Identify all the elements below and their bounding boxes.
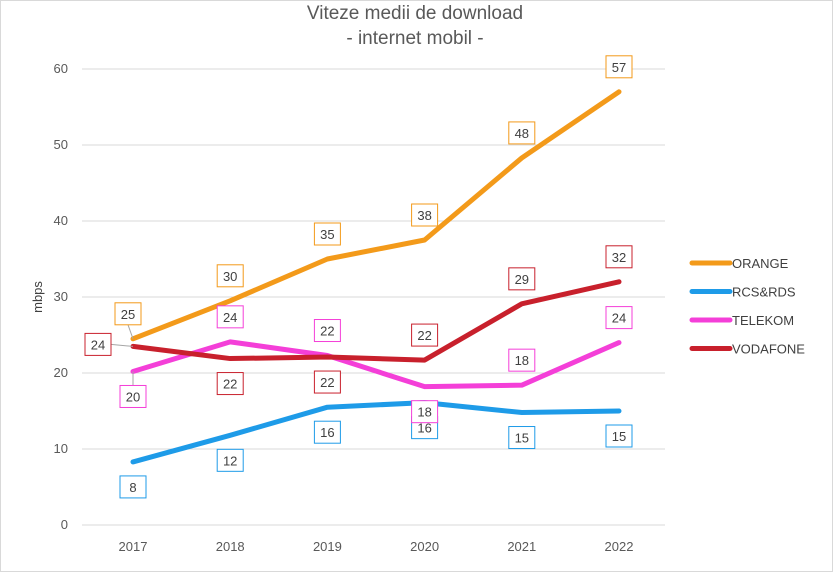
chart-title: Viteze medii de download	[307, 3, 523, 24]
legend-label: VODAFONE	[732, 342, 805, 357]
svg-text:15: 15	[515, 431, 529, 446]
series-line-telekom	[130, 339, 622, 390]
series-lines	[130, 89, 622, 465]
data-label: 15	[605, 424, 633, 448]
data-label: 8	[119, 475, 147, 499]
data-label: 22	[313, 370, 341, 394]
data-label: 35	[313, 222, 341, 246]
y-tick-label: 10	[54, 441, 68, 456]
y-tick-label: 30	[54, 289, 68, 304]
x-tick-label: 2019	[313, 539, 342, 554]
data-label: 24	[84, 332, 134, 356]
data-label: 32	[605, 245, 633, 269]
svg-text:8: 8	[129, 480, 136, 495]
data-label: 18	[508, 348, 536, 372]
chart-subtitle: - internet mobil -	[346, 28, 483, 49]
legend-label: ORANGE	[732, 256, 789, 271]
y-axis-label: mbps	[30, 281, 45, 313]
svg-text:15: 15	[612, 429, 626, 444]
legend-item: ORANGE	[689, 256, 789, 271]
x-tick-label: 2022	[605, 539, 634, 554]
svg-text:16: 16	[417, 421, 431, 436]
data-label: 48	[508, 121, 536, 145]
svg-text:48: 48	[515, 126, 529, 141]
series-line-rcs-rds	[130, 400, 622, 465]
y-tick-label: 40	[54, 213, 68, 228]
svg-text:22: 22	[223, 377, 237, 392]
svg-text:25: 25	[121, 307, 135, 322]
svg-text:16: 16	[320, 425, 334, 440]
data-label: 25	[114, 302, 142, 339]
data-label: 38	[411, 203, 439, 227]
svg-text:38: 38	[417, 208, 431, 223]
x-axis-ticks: 2017 2018 2019 2020 2021 2022	[119, 539, 634, 554]
x-tick-label: 2020	[410, 539, 439, 554]
series-line-vodafone	[130, 279, 622, 363]
x-tick-label: 2018	[216, 539, 245, 554]
svg-text:18: 18	[515, 353, 529, 368]
data-label: 57	[605, 55, 633, 79]
svg-text:18: 18	[417, 405, 431, 420]
svg-text:12: 12	[223, 453, 237, 468]
data-label: 18	[411, 400, 439, 424]
legend-label: TELEKOM	[732, 313, 794, 328]
data-label: 22	[216, 372, 244, 396]
gridlines	[82, 68, 665, 526]
legend-item: VODAFONE	[689, 342, 805, 357]
data-label: 30	[216, 264, 244, 288]
y-axis-ticks: 0 10 20 30 40 50 60	[54, 61, 68, 532]
legend-label: RCS&RDS	[732, 285, 796, 300]
svg-text:22: 22	[320, 375, 334, 390]
svg-text:24: 24	[612, 311, 626, 326]
svg-text:24: 24	[223, 310, 237, 325]
svg-text:29: 29	[515, 272, 529, 287]
data-label: 12	[216, 448, 244, 472]
svg-text:22: 22	[417, 328, 431, 343]
y-tick-label: 50	[54, 137, 68, 152]
data-label: 22	[411, 323, 439, 347]
svg-text:20: 20	[126, 389, 140, 404]
legend-item: TELEKOM	[689, 313, 794, 328]
svg-text:24: 24	[91, 337, 105, 352]
x-tick-label: 2021	[507, 539, 536, 554]
series-line-orange	[130, 89, 622, 342]
data-label: 16	[313, 420, 341, 444]
data-label: 22	[313, 319, 341, 343]
legend: ORANGE RCS&RDS TELEKOM VODAFONE	[689, 256, 805, 357]
data-label: 24	[216, 305, 244, 329]
data-label: 15	[508, 426, 536, 450]
y-tick-label: 0	[61, 517, 68, 532]
x-tick-label: 2017	[119, 539, 148, 554]
svg-text:22: 22	[320, 324, 334, 339]
svg-text:35: 35	[320, 227, 334, 242]
svg-text:30: 30	[223, 269, 237, 284]
data-label: 29	[508, 267, 536, 291]
data-labels: 25 30 35 38 48 57 8 12 16 16 15 15 20 24 22 18 18 24 24 22 2…	[84, 55, 633, 499]
data-label: 24	[605, 306, 633, 330]
svg-text:57: 57	[612, 60, 626, 75]
y-tick-label: 20	[54, 365, 68, 380]
legend-item: RCS&RDS	[689, 285, 796, 300]
y-tick-label: 60	[54, 61, 68, 76]
svg-text:32: 32	[612, 250, 626, 265]
data-label: 20	[119, 371, 147, 408]
